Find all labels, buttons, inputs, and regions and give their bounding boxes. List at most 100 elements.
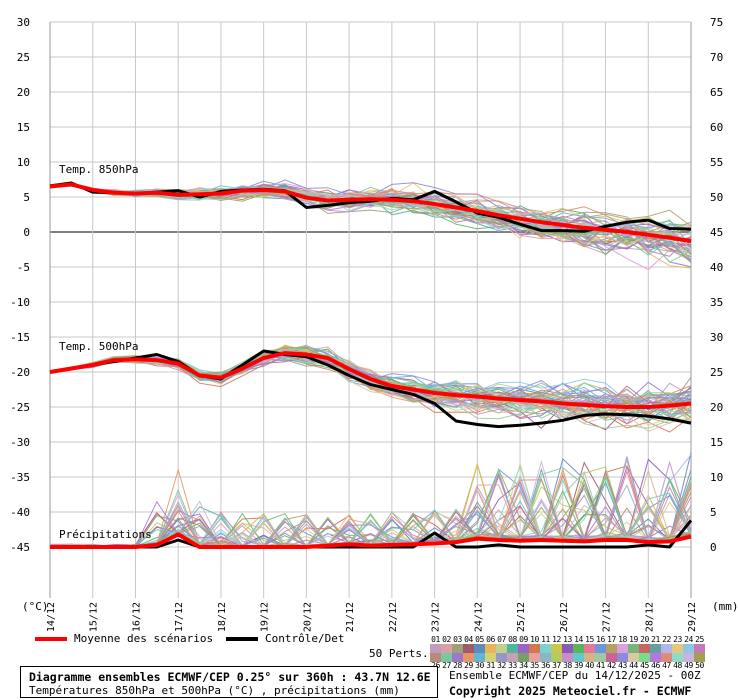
right-tick-label: 10 <box>710 471 723 484</box>
perturbation-id: 45 <box>640 661 649 670</box>
right-tick-label: 40 <box>710 261 723 274</box>
left-tick-label: -15 <box>10 331 30 344</box>
legend-perturbations-label: 50 Perts. <box>369 647 429 660</box>
mean-line-temp850hpa <box>49 182 692 244</box>
perturbation-swatch <box>529 644 540 653</box>
perturbation-id: 08 <box>508 635 517 644</box>
perturbation-swatch <box>573 644 584 653</box>
perturbation-id: 49 <box>684 661 693 670</box>
perturbation-id: 42 <box>607 661 616 670</box>
member-line <box>49 456 692 548</box>
perturbation-swatch <box>507 653 518 662</box>
chart-subtitle: Températures 850hPa et 500hPa (°C) , pré… <box>29 684 400 697</box>
left-tick-label: 0 <box>23 226 30 239</box>
perturbation-swatch <box>507 644 518 653</box>
perturbation-swatch <box>694 653 705 662</box>
x-axis-ticks: 14/12 15/12 16/12 17/12 18/12 19/12 20/12 21/12… <box>46 602 698 632</box>
perturbation-swatch <box>672 653 683 662</box>
left-tick-label: -5 <box>17 261 30 274</box>
x-tick-label: 26/12 <box>559 602 570 632</box>
x-tick-label: 17/12 <box>174 602 185 632</box>
member-line <box>49 467 692 548</box>
perturbation-id: 24 <box>684 635 693 644</box>
perturbation-swatch <box>595 644 606 653</box>
left-tick-label: 25 <box>17 51 30 64</box>
perturbation-id: 46 <box>651 661 660 670</box>
mean-line-prcipitations <box>50 532 692 549</box>
x-tick-label: 25/12 <box>516 602 527 632</box>
x-tick-label: 24/12 <box>473 602 484 632</box>
perturbation-swatch <box>518 644 529 653</box>
perturbation-id: 26 <box>430 662 441 670</box>
perturbation-id: 13 <box>563 635 572 644</box>
left-tick-label: 10 <box>17 156 30 169</box>
perturbation-id: 16 <box>596 635 605 644</box>
perturbation-swatch <box>540 644 551 653</box>
x-tick-label: 23/12 <box>431 602 442 632</box>
perturbation-id: 22 <box>662 635 671 644</box>
mean-line-temp500hpa <box>49 351 692 409</box>
perturbation-swatches-bottom <box>430 653 705 662</box>
perturbation-id: 23 <box>673 635 682 644</box>
perturbation-swatch <box>573 653 584 662</box>
right-tick-label: 30 <box>710 331 723 344</box>
perturbation-id: 25 <box>695 635 704 644</box>
member-line <box>49 349 692 409</box>
right-tick-label: 5 <box>710 506 717 519</box>
perturbation-id: 28 <box>453 661 462 670</box>
perturbation-id: 09 <box>519 635 528 644</box>
x-tick-label: 22/12 <box>388 602 399 632</box>
perturbation-swatch <box>617 653 628 662</box>
perturbation-id: 36 <box>541 661 550 670</box>
legend-control-line <box>226 637 258 641</box>
perturbation-swatch <box>496 644 507 653</box>
run-info: Ensemble ECMWF/CEP du 14/12/2025 - 00Z <box>449 669 701 682</box>
perturbation-id: 35 <box>530 661 539 670</box>
left-tick-label: 15 <box>17 121 30 134</box>
perturbation-swatch <box>463 653 474 662</box>
perturbation-swatch <box>650 644 661 653</box>
x-tick-label: 19/12 <box>260 602 271 632</box>
perturbation-swatch <box>529 653 540 662</box>
right-tick-label: 25 <box>710 366 723 379</box>
perturbation-id: 50 <box>695 661 704 670</box>
perturbation-swatch <box>683 653 694 662</box>
x-tick-label: 29/12 <box>687 602 698 632</box>
perturbation-id: 39 <box>574 661 583 670</box>
panel-label-500: Temp. 500hPa <box>59 340 138 353</box>
perturbation-ids-bottom: 2627282930313233343536373839404142434445… <box>430 662 705 670</box>
perturbation-swatch <box>650 653 661 662</box>
right-tick-label: 20 <box>710 401 723 414</box>
perturbation-swatch <box>430 653 441 662</box>
perturbation-swatch <box>584 644 595 653</box>
perturbation-swatch <box>485 653 496 662</box>
perturbation-id: 15 <box>585 635 594 644</box>
perturbation-swatch <box>639 653 650 662</box>
perturbation-id: 12 <box>552 635 561 644</box>
perturbation-legend: 01 02 03 04 05 06 07 08 09 10 11 12 13 14 15 16 17 18 19 20… <box>430 636 705 670</box>
legend-mean-line <box>35 637 67 641</box>
perturbation-swatch <box>562 644 573 653</box>
perturbation-id: 07 <box>497 635 506 644</box>
perturbation-id: 43 <box>618 661 627 670</box>
left-tick-label: -45 <box>10 541 30 554</box>
perturbation-id: 21 <box>651 635 660 644</box>
perturbation-swatch <box>452 653 463 662</box>
perturbation-id: 48 <box>673 661 682 670</box>
perturbation-swatch <box>463 644 474 653</box>
right-tick-label: 45 <box>710 226 723 239</box>
right-tick-label: 65 <box>710 86 723 99</box>
panel-label-precip: Précipitations <box>59 528 152 541</box>
perturbation-id: 31 <box>486 661 495 670</box>
perturbation-id: 18 <box>618 635 627 644</box>
right-tick-label: 0 <box>710 541 717 554</box>
right-tick-label: 60 <box>710 121 723 134</box>
right-tick-label: 50 <box>710 191 723 204</box>
perturbation-swatch <box>584 653 595 662</box>
perturbation-id: 27 <box>442 661 451 670</box>
chart-title: Diagramme ensembles ECMWF/CEP 0.25° sur … <box>29 670 431 684</box>
perturbation-swatch <box>474 644 485 653</box>
perturbation-swatch <box>430 644 441 653</box>
